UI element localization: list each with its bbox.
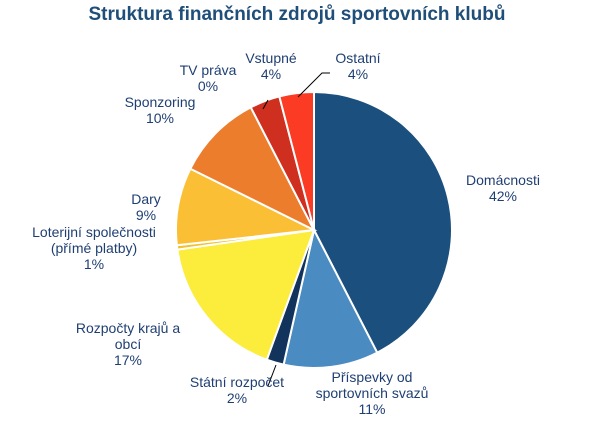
data-label-value: 17% [114, 352, 142, 368]
data-label-category: Rozpočty krajů a [76, 320, 180, 336]
data-label-p-spevky-od-sportovn-ch-svaz-: Příspevky od sportovních svazů 11% [316, 369, 429, 417]
data-label-vstupn-: Vstupné 4% [245, 50, 297, 82]
data-label-value: 11% [359, 401, 386, 417]
slice-ostatn- [278, 90, 315, 231]
data-label-category: Příspevky od [332, 369, 413, 385]
data-label-value: 10% [146, 110, 174, 126]
data-label-category: Státní rozpočet [190, 374, 284, 390]
data-label-category: TV práva [180, 62, 237, 78]
data-label-category: Domácnosti [466, 172, 540, 188]
leader-line [262, 99, 269, 110]
slice-rozpo-ty-kraj-a-obc- [176, 228, 316, 361]
data-label-loterijn-spole-nosti-p-m-platby-: Loterijní společnosti (přímé platby) 1% [32, 224, 156, 272]
slice-sponzoring [189, 105, 317, 233]
data-label-category: sportovních svazů [316, 385, 429, 401]
data-label-dary: Dary 9% [131, 191, 161, 223]
data-label-category: (přímé platby) [51, 240, 137, 256]
data-label-category: Vstupné [245, 50, 297, 66]
chart-title: Struktura finančních zdrojů sportovních … [88, 4, 506, 25]
slice-dom-cnosti [313, 90, 453, 355]
data-label-value: 4% [348, 66, 368, 82]
data-label-value: 42% [489, 188, 517, 204]
data-label-dom-cnosti: Domácnosti 42% [466, 172, 540, 204]
data-label-category: obcí [115, 336, 142, 352]
data-label-category: Sponzoring [125, 94, 196, 110]
data-label-category: Ostatní [335, 50, 380, 66]
data-label-value: 0% [198, 78, 218, 94]
data-label-value: 9% [136, 207, 156, 223]
data-label-st-tn-rozpo-et: Státní rozpočet 2% [190, 374, 284, 406]
data-label-category: Dary [131, 191, 161, 207]
data-label-value: 1% [84, 256, 104, 272]
data-label-rozpo-ty-kraj-a-obc-: Rozpočty krajů a obcí 17% [76, 320, 180, 368]
data-label-sponzoring: Sponzoring 10% [125, 94, 196, 126]
data-label-ostatn-: Ostatní 4% [335, 50, 380, 82]
data-label-tv-pr-va: TV práva 0% [180, 62, 237, 94]
data-label-value: 4% [261, 66, 281, 82]
data-label-value: 2% [227, 390, 247, 406]
slice-dary [175, 167, 318, 247]
data-label-category: Loterijní společnosti [32, 224, 156, 240]
leader-line [267, 364, 277, 387]
leader-line [297, 72, 330, 98]
